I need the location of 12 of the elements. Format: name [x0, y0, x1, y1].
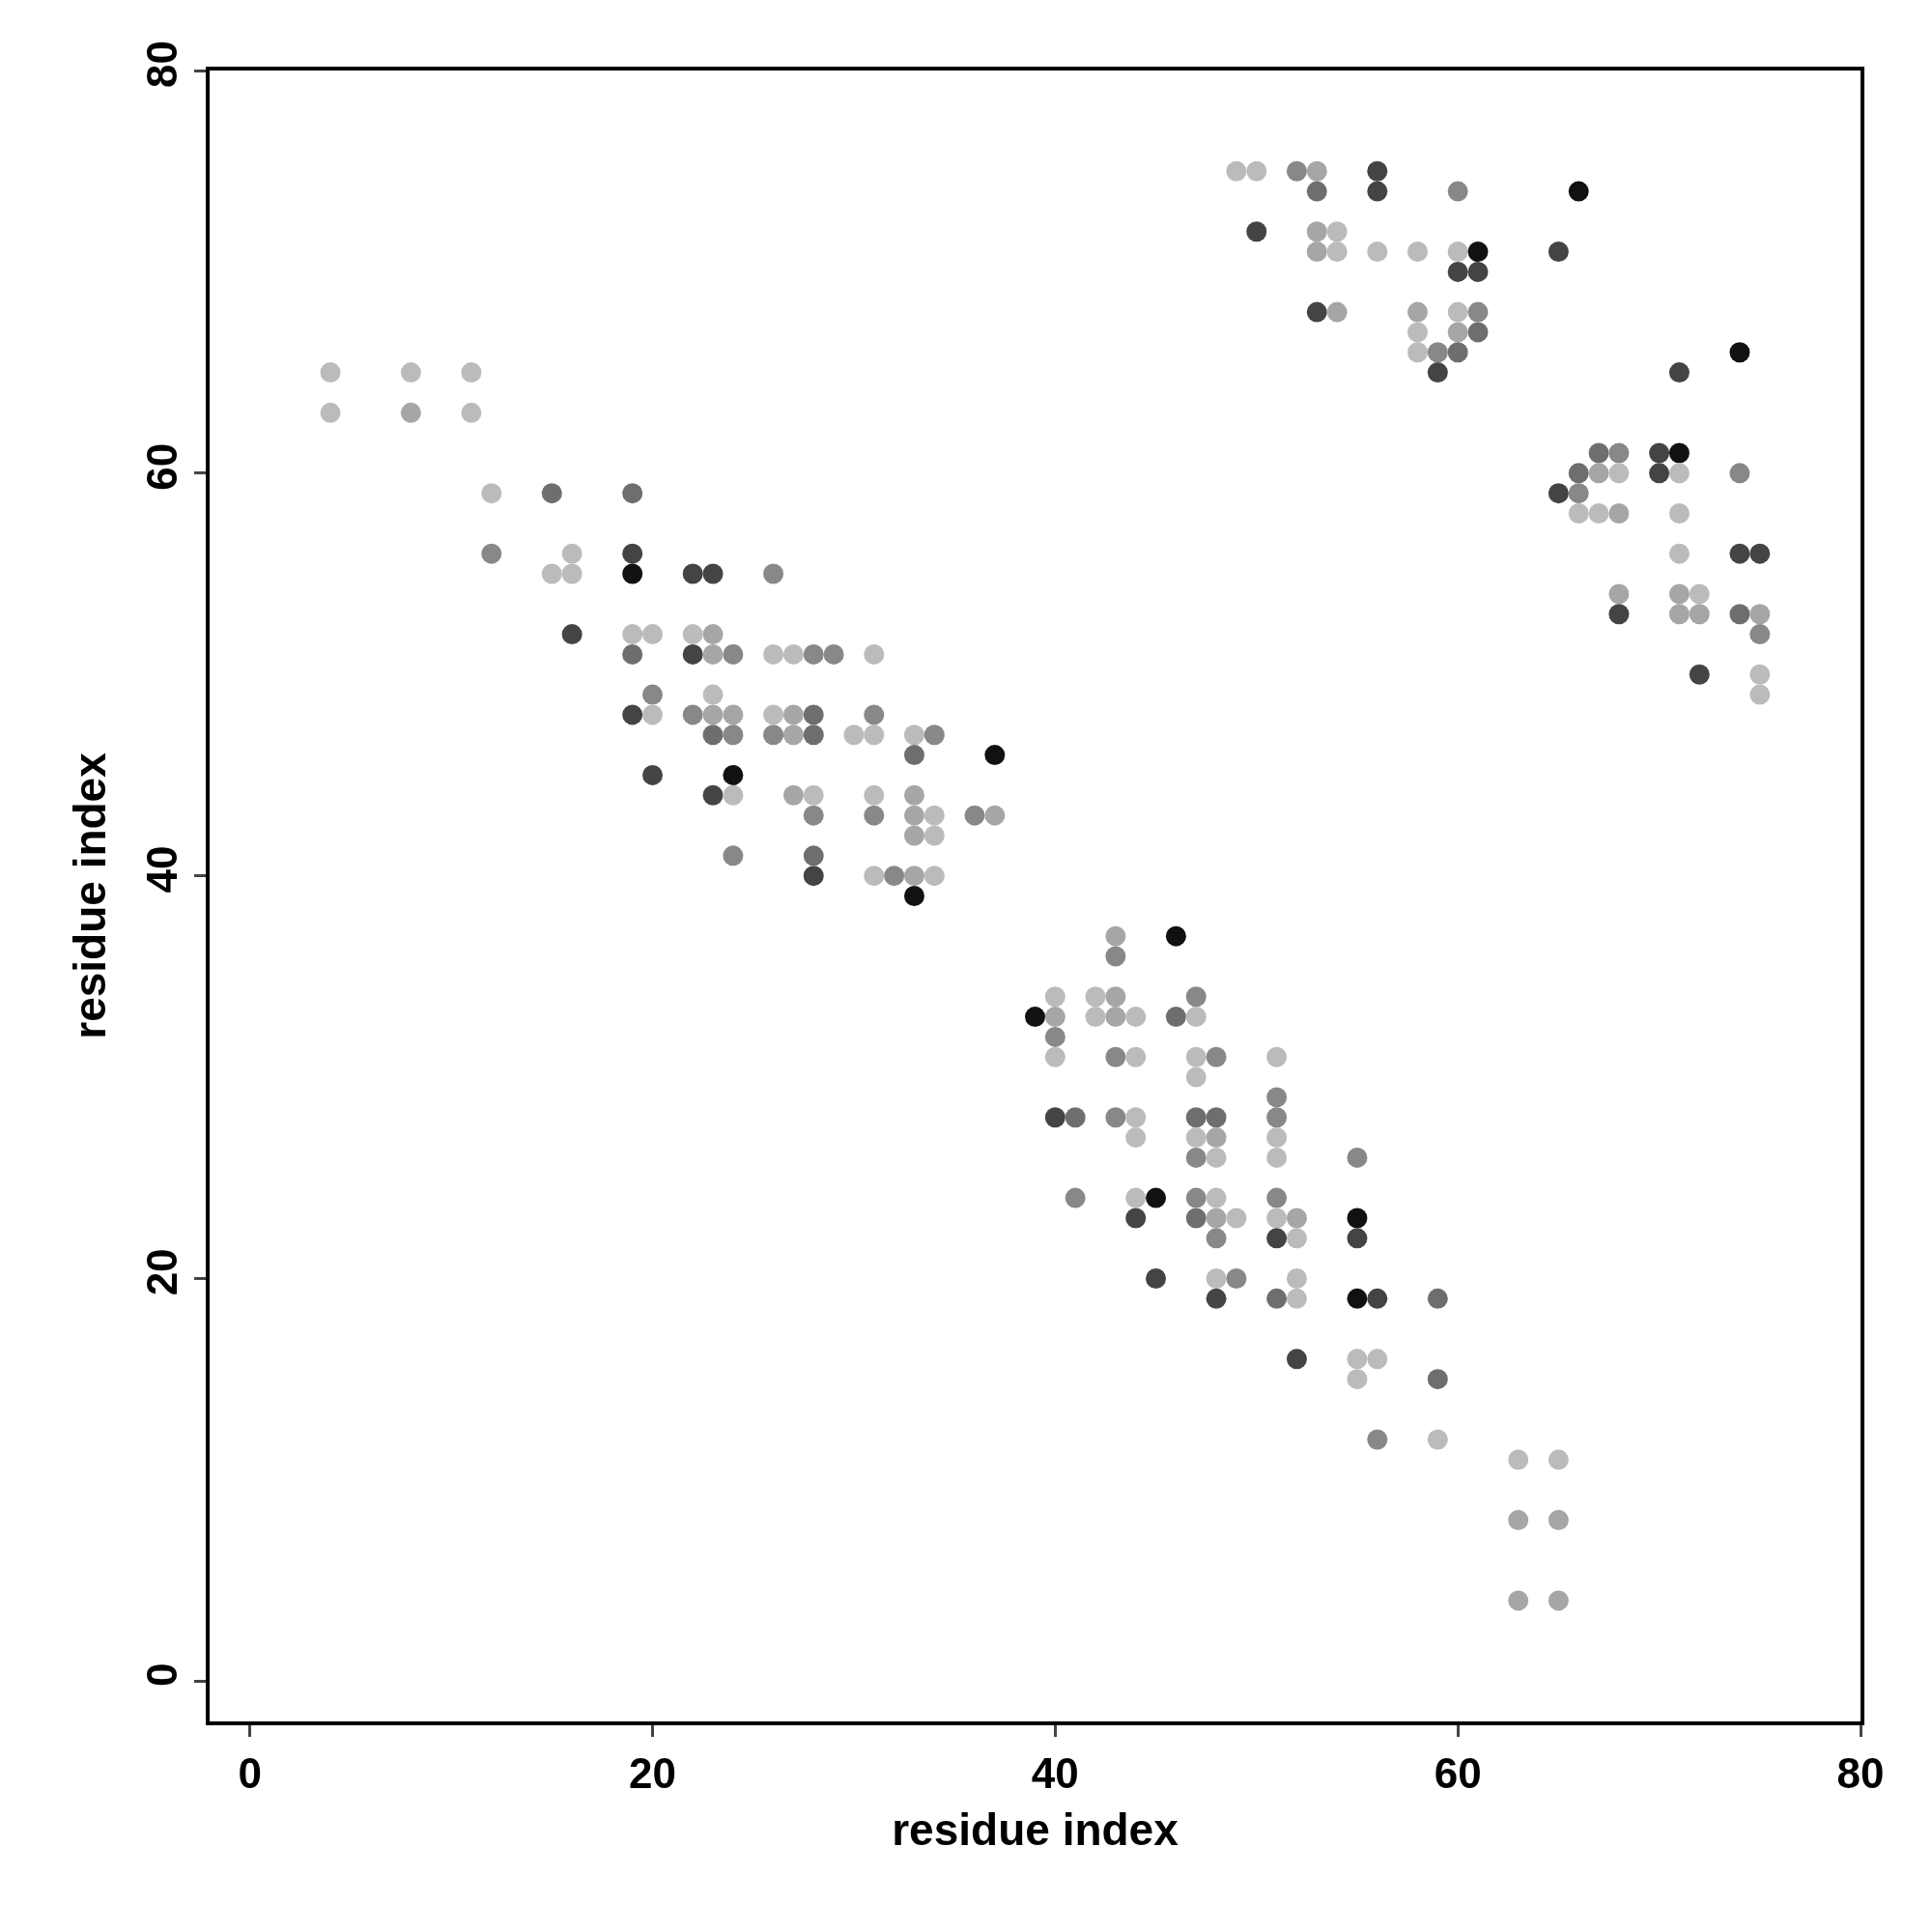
y-axis-title: residue index	[65, 752, 116, 1039]
x-tick-label: 80	[1836, 1748, 1885, 1797]
y-tick-label: 80	[138, 40, 186, 88]
y-tick-label: 60	[138, 442, 186, 491]
x-tick-label: 40	[1031, 1748, 1079, 1797]
x-axis-title: residue index	[892, 1804, 1179, 1855]
y-tick-label: 40	[138, 845, 186, 894]
x-tick-label: 20	[629, 1748, 676, 1797]
y-tick-label: 20	[138, 1248, 186, 1296]
x-tick-label: 0	[238, 1748, 262, 1797]
x-tick-label: 60	[1434, 1748, 1482, 1797]
y-tick-label: 0	[138, 1662, 186, 1687]
